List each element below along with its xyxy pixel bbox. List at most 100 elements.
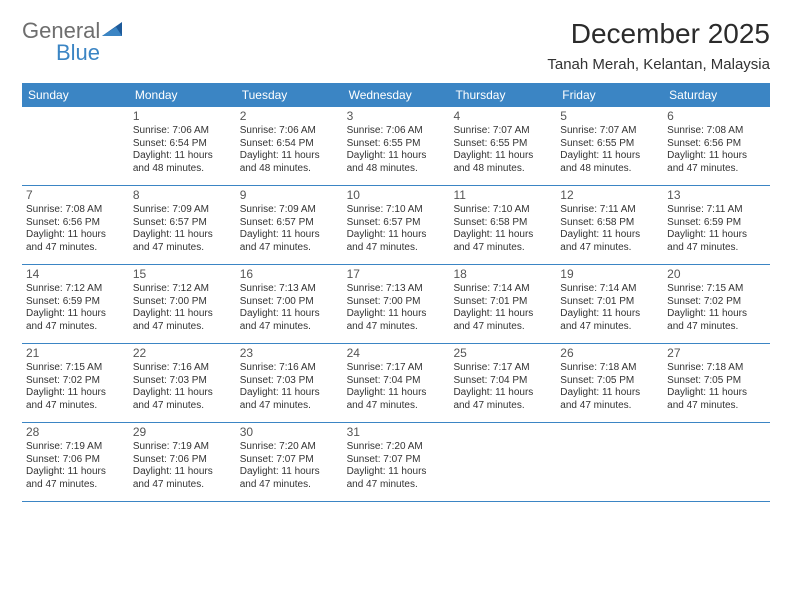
sunrise-line: Sunrise: 7:10 AM	[347, 204, 446, 217]
week-row: 28Sunrise: 7:19 AMSunset: 7:06 PMDayligh…	[22, 423, 770, 502]
day-cell	[556, 423, 663, 501]
sunrise-line: Sunrise: 7:13 AM	[347, 283, 446, 296]
day-cell	[449, 423, 556, 501]
day-cell: 31Sunrise: 7:20 AMSunset: 7:07 PMDayligh…	[343, 423, 450, 501]
day-cell: 3Sunrise: 7:06 AMSunset: 6:55 PMDaylight…	[343, 107, 450, 185]
daylight-line: Daylight: 11 hours and 47 minutes.	[347, 387, 446, 412]
daylight-line: Daylight: 11 hours and 47 minutes.	[26, 308, 125, 333]
sunrise-line: Sunrise: 7:10 AM	[453, 204, 552, 217]
daylight-line: Daylight: 11 hours and 48 minutes.	[347, 150, 446, 175]
sunset-line: Sunset: 7:01 PM	[453, 296, 552, 309]
sunset-line: Sunset: 6:55 PM	[560, 138, 659, 151]
sunrise-line: Sunrise: 7:12 AM	[133, 283, 232, 296]
sunrise-line: Sunrise: 7:08 AM	[26, 204, 125, 217]
day-number: 22	[133, 346, 232, 361]
day-number: 28	[26, 425, 125, 440]
sunset-line: Sunset: 7:00 PM	[347, 296, 446, 309]
day-cell: 2Sunrise: 7:06 AMSunset: 6:54 PMDaylight…	[236, 107, 343, 185]
daylight-line: Daylight: 11 hours and 47 minutes.	[240, 466, 339, 491]
daylight-line: Daylight: 11 hours and 47 minutes.	[26, 229, 125, 254]
location-text: Tanah Merah, Kelantan, Malaysia	[547, 56, 770, 73]
day-cell: 24Sunrise: 7:17 AMSunset: 7:04 PMDayligh…	[343, 344, 450, 422]
day-number: 19	[560, 267, 659, 282]
sunrise-line: Sunrise: 7:17 AM	[453, 362, 552, 375]
day-number: 27	[667, 346, 766, 361]
sunrise-line: Sunrise: 7:09 AM	[240, 204, 339, 217]
daylight-line: Daylight: 11 hours and 47 minutes.	[133, 308, 232, 333]
sunrise-line: Sunrise: 7:16 AM	[133, 362, 232, 375]
daylight-line: Daylight: 11 hours and 47 minutes.	[347, 308, 446, 333]
daylight-line: Daylight: 11 hours and 47 minutes.	[133, 387, 232, 412]
sunset-line: Sunset: 7:02 PM	[26, 375, 125, 388]
sunrise-line: Sunrise: 7:09 AM	[133, 204, 232, 217]
day-cell	[22, 107, 129, 185]
sunset-line: Sunset: 6:55 PM	[347, 138, 446, 151]
sunset-line: Sunset: 7:03 PM	[133, 375, 232, 388]
day-number: 15	[133, 267, 232, 282]
sunset-line: Sunset: 7:00 PM	[240, 296, 339, 309]
sunrise-line: Sunrise: 7:11 AM	[560, 204, 659, 217]
daylight-line: Daylight: 11 hours and 47 minutes.	[133, 229, 232, 254]
sunset-line: Sunset: 6:59 PM	[26, 296, 125, 309]
daylight-line: Daylight: 11 hours and 47 minutes.	[240, 308, 339, 333]
sunset-line: Sunset: 6:57 PM	[240, 217, 339, 230]
header-row: General Blue December 2025 Tanah Merah, …	[22, 18, 770, 73]
sunrise-line: Sunrise: 7:06 AM	[347, 125, 446, 138]
dow-cell: Friday	[556, 83, 663, 107]
daylight-line: Daylight: 11 hours and 47 minutes.	[453, 387, 552, 412]
day-cell: 14Sunrise: 7:12 AMSunset: 6:59 PMDayligh…	[22, 265, 129, 343]
sunset-line: Sunset: 6:57 PM	[347, 217, 446, 230]
sunrise-line: Sunrise: 7:15 AM	[26, 362, 125, 375]
day-cell: 12Sunrise: 7:11 AMSunset: 6:58 PMDayligh…	[556, 186, 663, 264]
daylight-line: Daylight: 11 hours and 47 minutes.	[667, 150, 766, 175]
day-cell: 17Sunrise: 7:13 AMSunset: 7:00 PMDayligh…	[343, 265, 450, 343]
day-number: 10	[347, 188, 446, 203]
daylight-line: Daylight: 11 hours and 48 minutes.	[240, 150, 339, 175]
sunset-line: Sunset: 7:00 PM	[133, 296, 232, 309]
day-cell: 23Sunrise: 7:16 AMSunset: 7:03 PMDayligh…	[236, 344, 343, 422]
day-number: 3	[347, 109, 446, 124]
day-cell: 7Sunrise: 7:08 AMSunset: 6:56 PMDaylight…	[22, 186, 129, 264]
day-cell: 21Sunrise: 7:15 AMSunset: 7:02 PMDayligh…	[22, 344, 129, 422]
day-number: 25	[453, 346, 552, 361]
day-number: 9	[240, 188, 339, 203]
day-cell: 26Sunrise: 7:18 AMSunset: 7:05 PMDayligh…	[556, 344, 663, 422]
daylight-line: Daylight: 11 hours and 47 minutes.	[240, 387, 339, 412]
dow-cell: Sunday	[22, 83, 129, 107]
sunset-line: Sunset: 7:05 PM	[667, 375, 766, 388]
day-number: 18	[453, 267, 552, 282]
calendar: SundayMondayTuesdayWednesdayThursdayFrid…	[22, 83, 770, 502]
day-cell: 19Sunrise: 7:14 AMSunset: 7:01 PMDayligh…	[556, 265, 663, 343]
day-number: 5	[560, 109, 659, 124]
sunset-line: Sunset: 6:54 PM	[133, 138, 232, 151]
sunrise-line: Sunrise: 7:06 AM	[133, 125, 232, 138]
day-cell: 13Sunrise: 7:11 AMSunset: 6:59 PMDayligh…	[663, 186, 770, 264]
sunset-line: Sunset: 7:04 PM	[453, 375, 552, 388]
dow-cell: Saturday	[663, 83, 770, 107]
day-cell: 22Sunrise: 7:16 AMSunset: 7:03 PMDayligh…	[129, 344, 236, 422]
day-number: 12	[560, 188, 659, 203]
day-cell: 25Sunrise: 7:17 AMSunset: 7:04 PMDayligh…	[449, 344, 556, 422]
sunrise-line: Sunrise: 7:06 AM	[240, 125, 339, 138]
month-title: December 2025	[547, 18, 770, 50]
day-number: 14	[26, 267, 125, 282]
day-cell: 30Sunrise: 7:20 AMSunset: 7:07 PMDayligh…	[236, 423, 343, 501]
sunrise-line: Sunrise: 7:18 AM	[667, 362, 766, 375]
week-row: 21Sunrise: 7:15 AMSunset: 7:02 PM Dayligh…	[22, 344, 770, 423]
sunset-line: Sunset: 6:55 PM	[453, 138, 552, 151]
sunrise-line: Sunrise: 7:16 AM	[240, 362, 339, 375]
sunset-line: Sunset: 6:54 PM	[240, 138, 339, 151]
week-row: 7Sunrise: 7:08 AMSunset: 6:56 PMDaylight…	[22, 186, 770, 265]
day-cell: 20Sunrise: 7:15 AMSunset: 7:02 PMDayligh…	[663, 265, 770, 343]
day-number: 11	[453, 188, 552, 203]
sunrise-line: Sunrise: 7:17 AM	[347, 362, 446, 375]
daylight-line: Daylight: 11 hours and 47 minutes.	[667, 229, 766, 254]
logo: General Blue	[22, 18, 126, 66]
calendar-body: 1Sunrise: 7:06 AMSunset: 6:54 PMDaylight…	[22, 107, 770, 502]
day-number: 21	[26, 346, 125, 361]
day-cell: 11Sunrise: 7:10 AMSunset: 6:58 PMDayligh…	[449, 186, 556, 264]
day-cell: 15Sunrise: 7:12 AMSunset: 7:00 PMDayligh…	[129, 265, 236, 343]
logo-text-block: General Blue	[22, 18, 126, 66]
sunrise-line: Sunrise: 7:20 AM	[240, 441, 339, 454]
sunset-line: Sunset: 6:59 PM	[667, 217, 766, 230]
